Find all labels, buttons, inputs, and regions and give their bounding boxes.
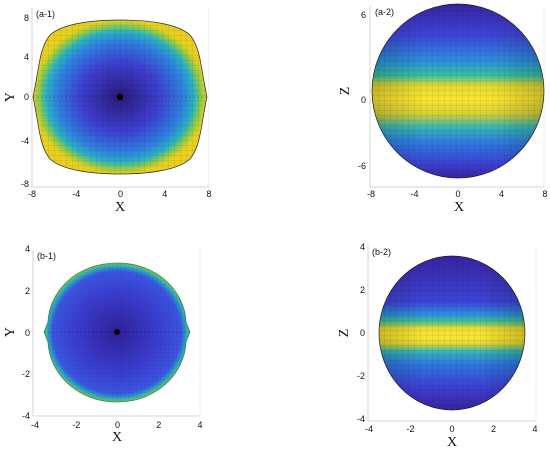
y-tick-label: -2 [22, 369, 30, 379]
y-tick-label: 8 [24, 13, 29, 23]
y-tick-label: -4 [357, 414, 365, 424]
y-tick-label: -6 [358, 161, 366, 171]
x-tick-label: 0 [118, 189, 123, 199]
surface-side-view [371, 3, 545, 179]
x-tick-label: 2 [491, 424, 496, 434]
y-ticks: 4 2 0 -2 -4 [22, 244, 30, 421]
y-axis-label: Z [338, 87, 353, 96]
y-tick-label: -4 [22, 411, 30, 421]
x-tick-label: -2 [406, 424, 414, 434]
panel-label: (a-1) [36, 9, 55, 19]
x-tick-label: -4 [72, 189, 80, 199]
x-tick-label: -4 [31, 420, 39, 430]
y-tick-label: 0 [360, 328, 365, 338]
y-axis-label: Y [3, 327, 18, 337]
x-ticks: -8 -4 0 4 8 [28, 189, 212, 199]
panel-b2: (b-2) 4 2 0 -2 -4 -4 -2 0 2 4 X Z [337, 242, 537, 450]
y-tick-label: 0 [361, 95, 366, 105]
y-ticks: 6 0 -6 [358, 10, 366, 171]
x-tick-label: 4 [162, 189, 167, 199]
y-tick-label: 2 [25, 286, 30, 296]
y-ticks: 8 4 0 -4 -8 [21, 13, 29, 189]
surface-top-view [32, 19, 208, 175]
y-tick-label: 0 [24, 92, 29, 102]
x-axis-label: X [112, 430, 122, 445]
surface-side-view [378, 255, 526, 411]
x-ticks: -4 -2 0 2 4 [31, 420, 203, 430]
x-tick-label: -4 [365, 424, 373, 434]
x-tick-label: 4 [532, 424, 537, 434]
x-axis-label: X [454, 200, 464, 215]
panel-label: (b-1) [37, 251, 56, 261]
y-tick-label: 0 [25, 328, 30, 338]
panel-label: (a-2) [375, 7, 394, 17]
x-tick-label: -2 [72, 420, 80, 430]
x-tick-label: -4 [410, 189, 418, 199]
y-axis-label: Z [337, 329, 352, 338]
x-tick-label: 8 [542, 189, 547, 199]
y-tick-label: -2 [357, 371, 365, 381]
panel-label: (b-2) [372, 247, 391, 257]
y-tick-label: 6 [361, 10, 366, 20]
x-axis-label: X [115, 200, 125, 215]
y-ticks: 4 2 0 -2 -4 [357, 242, 365, 424]
x-tick-label: -8 [367, 189, 375, 199]
y-tick-label: 2 [360, 285, 365, 295]
x-tick-label: 0 [115, 420, 120, 430]
x-tick-label: 8 [206, 189, 211, 199]
x-tick-label: 2 [156, 420, 161, 430]
y-tick-label: 4 [24, 52, 29, 62]
x-tick-label: 0 [455, 189, 460, 199]
x-tick-label: 4 [197, 420, 202, 430]
x-ticks: -8 -4 0 4 8 [367, 189, 548, 199]
y-axis-label: Y [3, 92, 18, 102]
y-tick-label: 4 [25, 244, 30, 254]
panel-b1: (b-1) 4 2 0 -2 -4 -4 -2 0 2 4 X Y [3, 244, 202, 445]
y-tick-label: -8 [21, 179, 29, 189]
panel-a2: (a-2) 6 0 -6 -8 -4 0 4 8 X Z [338, 3, 548, 215]
y-tick-label: 4 [360, 242, 365, 252]
panel-a1: (a-1) 8 4 0 -4 -8 -8 -4 0 4 8 X Y [3, 8, 212, 215]
x-tick-label: 4 [499, 189, 504, 199]
y-tick-label: -4 [21, 136, 29, 146]
x-axis-label: X [447, 435, 457, 450]
x-tick-label: 0 [449, 424, 454, 434]
x-tick-label: -8 [28, 189, 36, 199]
x-ticks: -4 -2 0 2 4 [365, 424, 538, 434]
surface-top-view [43, 262, 191, 403]
